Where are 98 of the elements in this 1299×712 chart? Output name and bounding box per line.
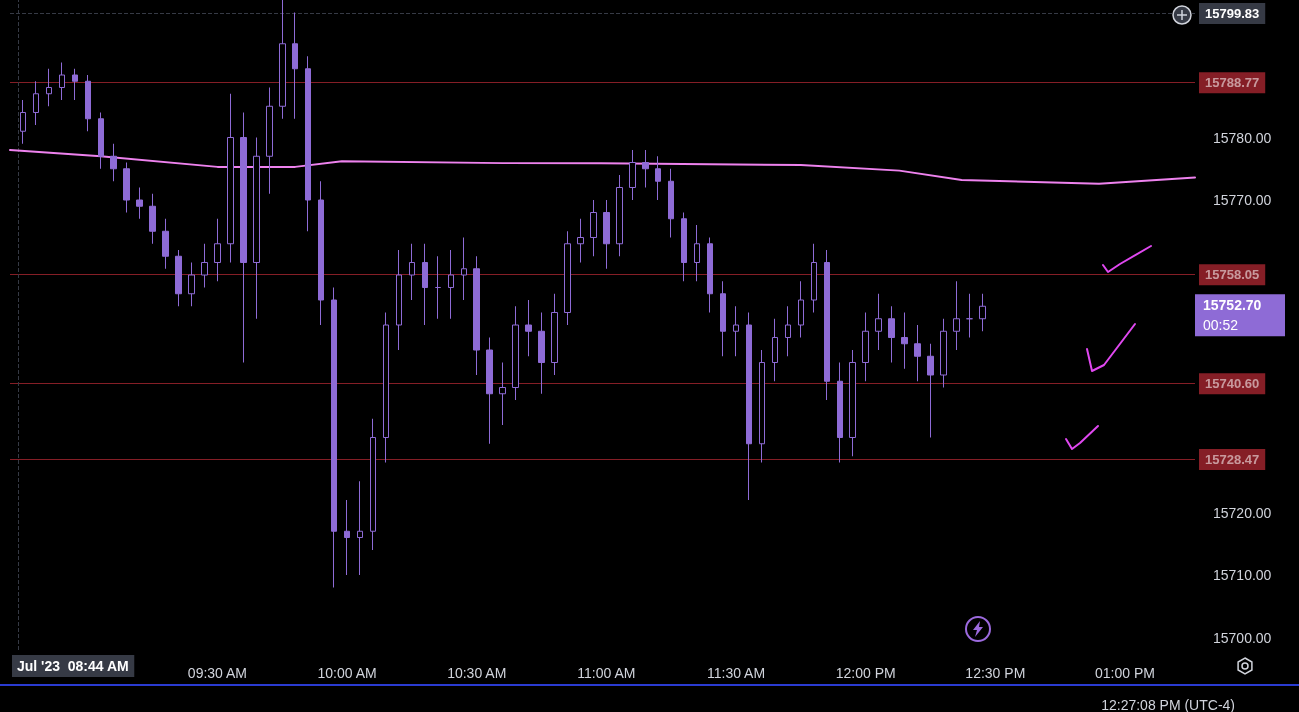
candlestick — [409, 243, 415, 301]
candlestick — [240, 112, 247, 363]
text: 12:27:08 PM (UTC-4) — [1101, 697, 1236, 712]
candlestick — [396, 249, 402, 351]
x-tick-label: 09:30 AM — [187, 665, 248, 681]
candlestick — [318, 180, 324, 326]
line-series — [9, 149, 1196, 185]
candlestick — [305, 55, 311, 232]
candlestick — [473, 255, 480, 376]
candlestick — [668, 168, 674, 238]
candlestick — [422, 243, 428, 326]
x-tick-label: 10:00 AM — [317, 665, 377, 681]
candlestick — [214, 218, 221, 282]
candlestick — [538, 312, 545, 395]
candlestick — [694, 224, 700, 282]
candlestick — [175, 249, 182, 307]
candlestick — [383, 312, 389, 463]
candlestick — [435, 255, 441, 320]
candlestick — [201, 243, 208, 288]
candlestick — [357, 480, 363, 576]
candlestick — [577, 218, 584, 263]
candlestick — [448, 249, 454, 320]
candlestick — [85, 74, 91, 132]
candlestick — [901, 312, 908, 370]
candlestick — [162, 218, 169, 270]
y-tick-label: 15780.00 — [1213, 129, 1272, 146]
candlestick — [512, 305, 519, 401]
candlestick — [642, 149, 649, 188]
candlestick — [733, 305, 739, 357]
candlestick — [279, 0, 286, 120]
candlestick — [331, 287, 337, 588]
candlestick — [953, 280, 960, 351]
candlestick — [590, 199, 597, 257]
candlestick — [188, 262, 195, 307]
x-tick-label: 10:30 AM — [447, 665, 507, 681]
text: 00:52 — [1203, 317, 1239, 334]
candlestick — [59, 62, 65, 101]
candlestick — [486, 337, 493, 445]
candlestick — [603, 199, 610, 270]
candlestick — [785, 305, 791, 357]
candlestick — [629, 149, 636, 201]
candlestick — [20, 99, 26, 145]
candlestick — [824, 249, 830, 401]
candlestick — [811, 243, 817, 313]
candlestick — [720, 280, 726, 357]
ref-line-label: 15788.77 — [1205, 75, 1260, 91]
candlestick — [33, 80, 39, 126]
candlestick — [46, 68, 52, 107]
ref-line-label: 15740.60 — [1205, 376, 1260, 392]
candlestick — [616, 174, 623, 257]
candlestick — [875, 293, 882, 351]
x-tick-label: 11:00 AM — [577, 665, 636, 681]
candlestick — [227, 93, 234, 263]
candlestick — [136, 187, 143, 220]
y-tick-label: 15770.00 — [1213, 192, 1272, 208]
candlestick — [110, 143, 117, 182]
candlestick — [979, 293, 986, 332]
candlestick — [344, 499, 350, 576]
candlestick — [707, 237, 713, 313]
ref-line-label: 15758.05 — [1205, 267, 1260, 283]
candlestick — [681, 212, 687, 282]
y-tick-label: 15720.00 — [1213, 504, 1272, 521]
candlestick — [655, 155, 661, 201]
ref-line-label: 15799.83 — [1205, 6, 1260, 22]
candlestick — [837, 362, 843, 463]
candlestick — [525, 299, 532, 357]
candlestick — [551, 293, 558, 376]
candlestick — [759, 349, 765, 463]
candlestick — [772, 318, 778, 382]
candlestick — [253, 137, 260, 320]
x-tick-label: 12:30 PM — [965, 665, 1026, 681]
y-tick-label: 15700.00 — [1213, 629, 1272, 646]
candlestick — [461, 237, 467, 301]
candlestick — [123, 162, 130, 213]
y-tick-label: 15710.00 — [1213, 567, 1272, 583]
candlestick — [862, 312, 869, 382]
ref-line-label: 15728.47 — [1205, 452, 1260, 468]
candlestick — [927, 343, 934, 438]
x-tick-label: 11:30 AM — [706, 665, 766, 681]
candlestick — [98, 112, 104, 170]
x-tick-label: 12:00 PM — [835, 665, 896, 681]
candlestick — [849, 349, 856, 457]
candlestick — [746, 312, 752, 501]
candlestick — [499, 362, 506, 426]
candlestick — [370, 418, 376, 551]
candlestick — [798, 280, 804, 338]
candlestick — [966, 293, 973, 338]
candlestick — [149, 193, 156, 245]
text: Jul '23 08:44 AM — [17, 658, 129, 674]
candlestick — [940, 318, 947, 388]
text: 15752.70 — [1203, 297, 1262, 314]
candlestick — [888, 305, 895, 363]
candlestick — [72, 68, 78, 101]
candlestick — [292, 12, 298, 120]
x-tick-label: 01:00 PM — [1095, 665, 1155, 681]
candlestick — [266, 87, 273, 195]
candlestick — [564, 230, 571, 326]
candlestick — [914, 324, 921, 382]
